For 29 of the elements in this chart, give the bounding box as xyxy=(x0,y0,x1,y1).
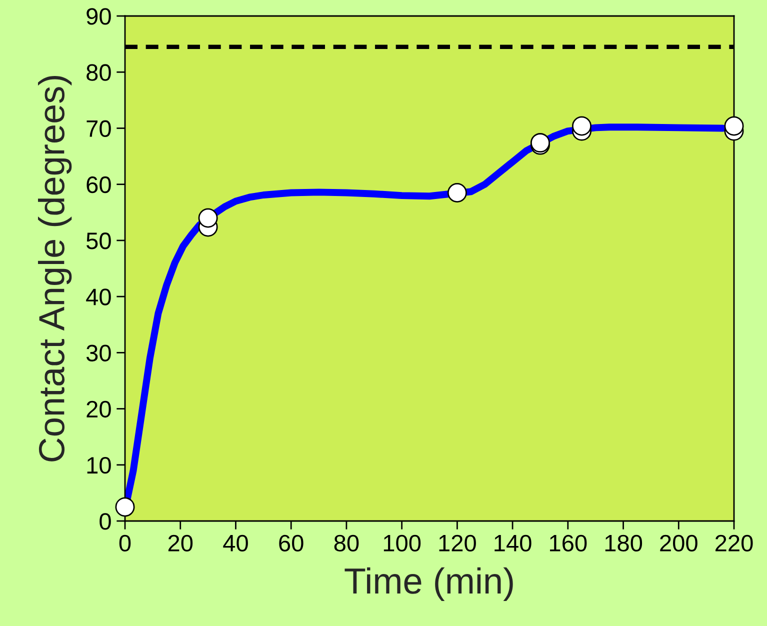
x-tick-label: 180 xyxy=(605,534,642,552)
y-axis-title: Contact Angle (degrees) xyxy=(38,76,72,462)
x-tick-label: 40 xyxy=(223,534,248,552)
x-tick-label: 80 xyxy=(334,534,359,552)
y-tick-label: 40 xyxy=(86,288,111,306)
x-tick-label: 0 xyxy=(119,534,131,552)
point xyxy=(198,208,218,228)
y-tick-label: 70 xyxy=(86,120,111,138)
x-tick-label: 200 xyxy=(660,534,698,552)
point xyxy=(572,116,592,136)
y-tick-label: 50 xyxy=(86,232,111,250)
x-tick-label: 220 xyxy=(715,534,753,552)
point xyxy=(115,497,135,517)
y-tick-label: 90 xyxy=(86,8,111,25)
x-tick-label: 120 xyxy=(439,534,476,552)
y-tick-label: 30 xyxy=(86,344,111,362)
y-tick-label: 20 xyxy=(86,400,111,418)
x-tick-label: 20 xyxy=(168,534,193,552)
y-tick-label: 80 xyxy=(86,64,111,81)
point xyxy=(447,183,467,202)
x-tick-label: 140 xyxy=(494,534,532,552)
y-tick-label: 10 xyxy=(87,456,111,474)
x-axis-title: Time (min) xyxy=(344,567,513,601)
y-tick-label: 0 xyxy=(100,513,111,530)
x-tick-label: 60 xyxy=(279,534,304,552)
point xyxy=(724,116,744,136)
y-tick-label: 60 xyxy=(86,176,111,194)
x-tick-label: 160 xyxy=(550,534,587,552)
x-tick-label: 100 xyxy=(384,534,421,552)
